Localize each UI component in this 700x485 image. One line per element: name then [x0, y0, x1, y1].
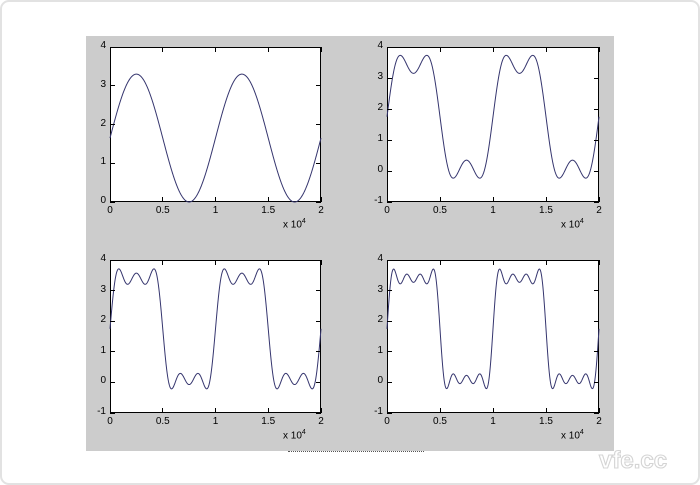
- svg-text:vfe.cc: vfe.cc: [599, 447, 667, 474]
